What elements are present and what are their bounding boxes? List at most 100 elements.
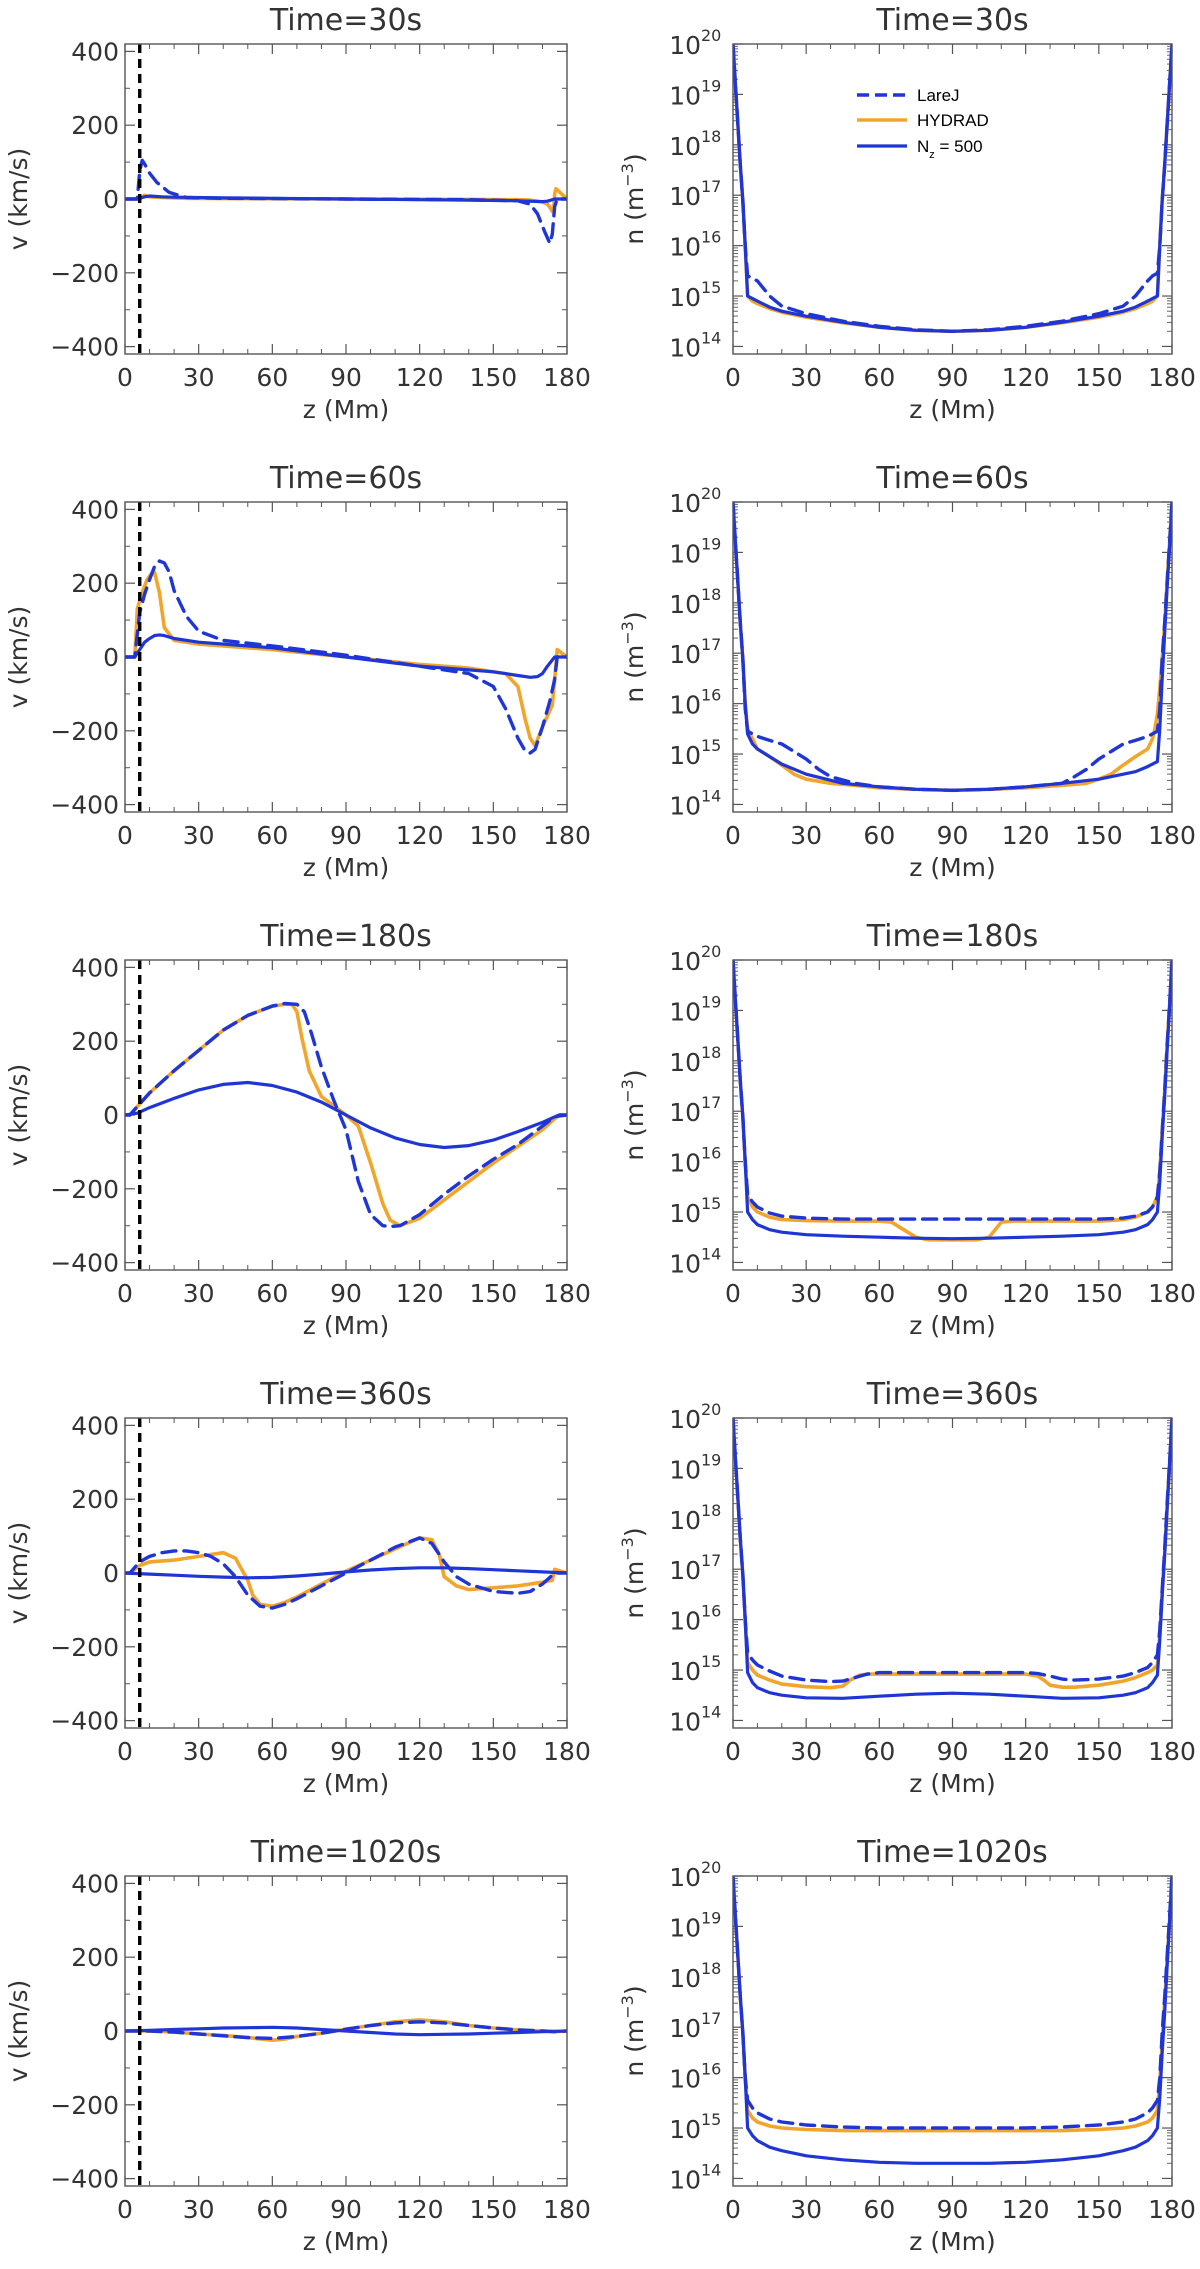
plot-frame [732,1417,1173,1729]
x-tick-label: 60 [863,2195,895,2224]
series-line-nz-500 [125,633,567,679]
x-tick-label: 30 [790,1279,822,1308]
y-tick-exponent: 14 [701,1244,721,1263]
x-tick-label: 60 [863,1737,895,1766]
x-tick-label: 0 [725,1279,741,1308]
y-label-sup: −3 [618,163,637,187]
y-tick-label: 400 [71,1869,119,1898]
series-line-larej [733,502,1172,792]
y-tick-exponent: 20 [701,26,721,45]
plot-frame [732,43,1173,355]
y-tick-exponent: 17 [701,1093,721,1112]
x-tick-label: 30 [790,2195,822,2224]
x-tick-label: 60 [256,363,288,392]
series-line-larej [125,1001,567,1229]
y-axis-label: v (km/s) [4,148,33,251]
y-tick-label: 10 [669,2115,701,2144]
x-axis-label: z (Mm) [909,1311,996,1340]
chart-title: Time=60s [269,461,422,496]
x-tick-label: 120 [396,2195,444,2224]
y-tick-label: −400 [50,2165,119,2194]
y-tick-label: 10 [669,1707,701,1736]
y-axis-label: n (m−3) [618,153,649,244]
y-tick-base: 10 [669,132,701,161]
x-tick-label: 30 [183,363,215,392]
y-label-close: ) [620,611,649,621]
y-tick-exponent: 16 [701,228,721,247]
x-tick-label: 90 [937,1737,969,1766]
series-line-nz-500 [125,1566,567,1580]
x-tick-label: 90 [330,1279,362,1308]
y-tick-label: −200 [50,717,119,746]
x-tick-label: 120 [396,821,444,850]
y-tick-label: 10 [669,2165,701,2194]
x-tick-label: 120 [1002,1737,1050,1766]
y-tick-base: 10 [669,947,701,976]
x-tick-label: 150 [469,2195,517,2224]
x-tick-label: 120 [1002,1279,1050,1308]
x-axis-label: z (Mm) [303,1769,390,1798]
x-tick-label: 90 [937,1279,969,1308]
x-tick-label: 180 [543,821,591,850]
y-tick-base: 10 [669,233,701,262]
y-tick-label: 10 [669,1249,701,1278]
y-tick-base: 10 [669,791,701,820]
y-tick-base: 10 [669,1455,701,1484]
series-line-nz-500 [733,1876,1172,2165]
plot-frame [732,1875,1173,2187]
x-tick-label: 120 [1002,363,1050,392]
panel-velocity-time180s: Time=180s 0 30 60 90 120 150 180 z (Mm) 400 200 0 −2… [4,919,591,1340]
x-axis-label: z (Mm) [909,2227,996,2256]
y-label-sup: −3 [618,1537,637,1561]
x-tick-label: 150 [1075,363,1123,392]
x-tick-label: 180 [543,1279,591,1308]
y-axis-label: n (m−3) [618,1985,649,2076]
x-tick-label: 0 [117,1279,133,1308]
y-tick-label: 0 [103,2017,119,2046]
y-axis-label: n (m−3) [618,1527,649,1618]
x-tick-label: 150 [1075,821,1123,850]
x-tick-label: 60 [256,1737,288,1766]
x-axis-label: z (Mm) [303,1311,390,1340]
y-axis-label: n (m−3) [618,611,649,702]
y-tick-base: 10 [669,997,701,1026]
x-axis-label: z (Mm) [303,853,390,882]
y-tick-exponent: 19 [701,534,721,553]
y-tick-label: 0 [103,643,119,672]
x-tick-label: 180 [1148,363,1196,392]
y-tick-label: 10 [669,947,701,976]
chart-title: Time=1020s [856,1835,1048,1870]
y-tick-label: −400 [50,333,119,362]
series-line-larej [733,1876,1172,2130]
x-tick-label: 60 [863,821,895,850]
x-axis-label: z (Mm) [303,2227,390,2256]
y-tick-exponent: 19 [701,1450,721,1469]
x-tick-label: 120 [396,1279,444,1308]
x-tick-label: 0 [725,363,741,392]
y-tick-exponent: 20 [701,942,721,961]
series-line-hydrad [733,1418,1172,1690]
x-tick-label: 0 [725,2195,741,2224]
y-tick-exponent: 18 [701,1959,721,1978]
y-tick-label: 10 [669,489,701,518]
y-tick-exponent: 18 [701,585,721,604]
series-line-nz-500 [125,1080,567,1150]
y-tick-label: 10 [669,1455,701,1484]
y-tick-base: 10 [669,1964,701,1993]
series-line-nz-500 [733,502,1172,792]
chart-title: Time=180s [259,919,431,954]
y-tick-label: 200 [71,111,119,140]
series-line-nz-500 [733,44,1172,333]
y-tick-exponent: 17 [701,635,721,654]
plot-frame [124,501,568,813]
y-tick-base: 10 [669,2014,701,2043]
y-tick-label: 10 [669,741,701,770]
x-tick-label: 30 [790,363,822,392]
x-axis-label: z (Mm) [909,395,996,424]
x-tick-label: 180 [1148,821,1196,850]
y-tick-label: −400 [50,791,119,820]
y-tick-exponent: 17 [701,1551,721,1570]
